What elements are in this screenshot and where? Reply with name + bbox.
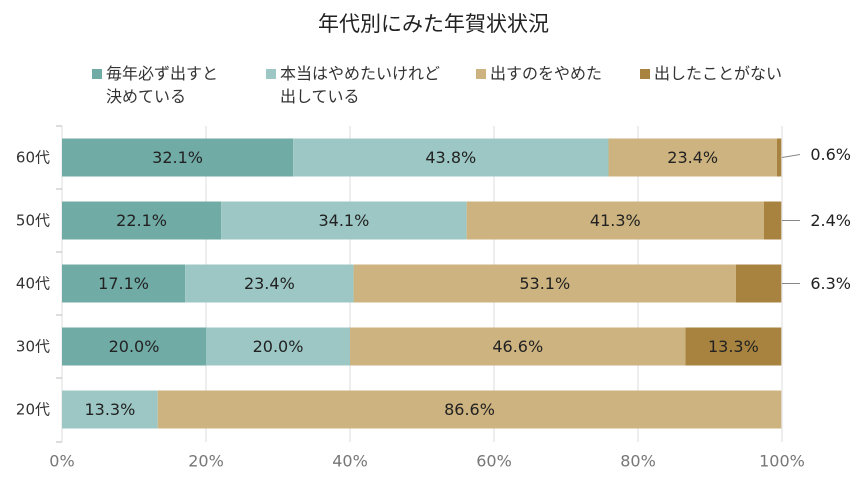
legend-swatch-4 xyxy=(640,69,650,79)
leader-line-0 xyxy=(781,154,801,158)
data-label-4-1: 13.3% xyxy=(84,400,135,419)
x-tick-label-1: 20% xyxy=(188,452,224,471)
data-label-0-0: 32.1% xyxy=(152,148,203,167)
legend-label-2-line1: 本当はやめたいけれど xyxy=(280,64,441,83)
legend-swatch-1 xyxy=(92,69,102,79)
y-tick-label-3: 30代 xyxy=(16,338,50,356)
bar-0-1 xyxy=(293,138,609,177)
y-tick-label-1: 50代 xyxy=(16,212,50,230)
legend-label-1-line2: 決めている xyxy=(106,87,187,106)
bar-3-2 xyxy=(350,327,686,366)
x-tick-label-0: 0% xyxy=(49,452,74,471)
x-tick-label-2: 40% xyxy=(332,452,368,471)
legend-swatch-2 xyxy=(266,69,276,79)
data-label-0-2: 23.4% xyxy=(667,148,718,167)
data-label-0-3: 0.6% xyxy=(810,145,851,164)
data-label-2-3: 6.3% xyxy=(810,274,851,293)
data-label-3-3: 13.3% xyxy=(708,337,759,356)
legend-label-3: 出すのをやめた xyxy=(490,64,603,83)
data-label-4-2: 86.6% xyxy=(444,400,495,419)
data-label-2-0: 17.1% xyxy=(98,274,149,293)
data-label-1-1: 34.1% xyxy=(318,211,369,230)
bar-3-1 xyxy=(206,327,350,366)
y-tick-label-0: 60代 xyxy=(16,149,50,167)
data-label-1-0: 22.1% xyxy=(116,211,167,230)
bar-4-1 xyxy=(62,390,158,429)
legend-label-2-line2: 出している xyxy=(280,87,360,106)
data-label-1-3: 2.4% xyxy=(810,211,851,230)
data-label-3-2: 46.6% xyxy=(492,337,543,356)
y-tick-label-4: 20代 xyxy=(16,401,50,419)
bar-0-3 xyxy=(776,138,782,177)
bar-1-2 xyxy=(466,201,764,240)
bar-2-2 xyxy=(353,264,736,303)
data-label-2-1: 23.4% xyxy=(244,274,295,293)
bar-3-0 xyxy=(62,327,206,366)
data-label-2-2: 53.1% xyxy=(519,274,570,293)
bar-0-2 xyxy=(608,138,777,177)
x-tick-label-5: 100% xyxy=(759,452,805,471)
bar-1-1 xyxy=(221,201,467,240)
bar-4-2 xyxy=(157,390,782,429)
bar-0-0 xyxy=(62,138,294,177)
bar-3-3 xyxy=(685,327,782,366)
chart-title: 年代別にみた年賀状状況 xyxy=(318,12,549,36)
bar-2-0 xyxy=(62,264,186,303)
x-tick-label-3: 60% xyxy=(476,452,512,471)
legend-swatch-3 xyxy=(476,69,486,79)
data-label-3-0: 20.0% xyxy=(109,337,160,356)
bar-1-0 xyxy=(62,201,222,240)
bar-2-3 xyxy=(735,264,782,303)
data-label-3-1: 20.0% xyxy=(253,337,304,356)
data-label-0-1: 43.8% xyxy=(425,148,476,167)
bar-2-1 xyxy=(185,264,354,303)
x-tick-label-4: 80% xyxy=(620,452,656,471)
legend-label-4: 出したことがない xyxy=(654,64,783,83)
y-tick-label-2: 40代 xyxy=(16,275,50,293)
bar-1-3 xyxy=(764,201,782,240)
legend-label-1-line1: 毎年必ず出すと xyxy=(106,64,219,83)
data-label-1-2: 41.3% xyxy=(590,211,641,230)
